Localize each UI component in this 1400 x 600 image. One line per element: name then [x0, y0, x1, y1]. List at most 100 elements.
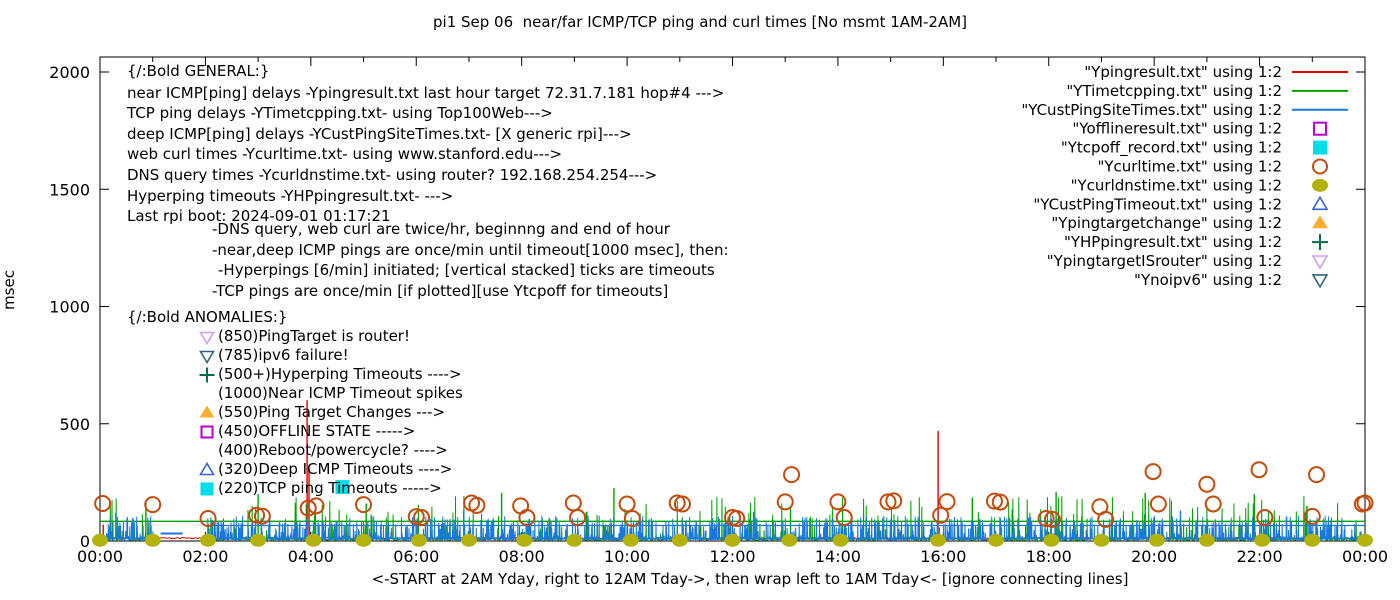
open-square-marker [1313, 121, 1327, 136]
x-tick-label: 04:00 [288, 547, 334, 566]
open-square-marker [200, 425, 214, 439]
open-circle-marker [618, 495, 636, 513]
x-axis-label: <-START at 2AM Yday, right to 12AM Tday-… [371, 570, 1129, 588]
y-tick-label: 1000 [49, 298, 90, 317]
filled-dot-marker [250, 533, 267, 547]
anomaly-label: (1000)Near ICMP Timeout spikes [218, 384, 463, 402]
filled-dot-marker [566, 533, 583, 547]
legend-label: "YTimetcpping.txt" using 1:2 [1066, 82, 1282, 100]
legend-label: "YCustPingSiteTimes.txt" using 1:2 [1021, 101, 1282, 119]
general-line: deep ICMP[ping] delays -YCustPingSiteTim… [127, 124, 632, 143]
general-line: web curl times -Ycurltime.txt- using www… [127, 145, 563, 164]
general-indented-line: -TCP pings are once/min [if plotted][use… [212, 281, 669, 300]
open-circle-marker [835, 509, 853, 527]
filled-dot-marker [1093, 533, 1110, 547]
anomaly-label: (450)OFFLINE STATE -----> [218, 422, 416, 440]
filled-dot-marker [516, 533, 533, 547]
open-circle-marker [991, 493, 1009, 511]
open-triangle-down-marker [199, 350, 215, 365]
general-line: Last rpi boot: 2024-09-01 01:17:21 [127, 207, 391, 226]
x-tick-label: 06:00 [393, 547, 439, 566]
filled-dot-marker [671, 533, 688, 547]
y-tick-label: 1500 [49, 180, 90, 199]
page-title: pi1 Sep 06 near/far ICMP/TCP ping and cu… [433, 13, 967, 31]
filled-dot-marker [622, 533, 639, 547]
open-circle-marker [1312, 158, 1328, 175]
filled-dot-marker [144, 533, 161, 547]
open-triangle-up-marker [199, 461, 215, 476]
open-circle-marker [199, 509, 217, 527]
filled-dot-marker [1043, 533, 1060, 547]
open-circle-marker [248, 506, 266, 524]
filled-dot-marker [460, 533, 477, 547]
general-indented-line: -Hyperpings [6/min] initiated; [vertical… [218, 261, 715, 280]
open-circle-marker [1250, 461, 1268, 479]
open-circle-marker [569, 509, 587, 527]
filled-dot-marker [305, 533, 322, 547]
anomaly-label: (850)PingTarget is router! [218, 327, 410, 345]
filled-triangle-up-marker [199, 405, 215, 418]
legend-label: "Ycurltime.txt" using 1:2 [1097, 158, 1282, 176]
open-circle-marker [144, 496, 162, 514]
filled-dot-marker [1357, 533, 1373, 547]
anomalies-heading: {/:Bold ANOMALIES:} [127, 308, 288, 326]
anomaly-label: (785)ipv6 failure! [218, 346, 349, 364]
open-circle-marker [468, 496, 486, 514]
open-circle-marker [1356, 494, 1374, 512]
y-tick-label: 2000 [49, 63, 90, 82]
general-indented-line: -DNS query, web curl are twice/hr, begin… [212, 220, 670, 238]
filled-dot-marker [200, 533, 217, 547]
y-tick-label: 500 [59, 415, 90, 434]
x-tick-label: 14:00 [815, 547, 861, 566]
general-line: DNS query times -Ycurldnstime.txt- using… [127, 165, 658, 184]
legend-label: "Ycurldnstime.txt" using 1:2 [1071, 176, 1282, 194]
open-circle-marker [829, 493, 847, 511]
filled-dot-marker [930, 533, 947, 547]
open-circle-marker [94, 494, 112, 512]
general-heading: {/:Bold GENERAL:} [127, 62, 270, 80]
open-circle-marker [776, 493, 794, 511]
y-tick-label: 0 [80, 532, 90, 551]
legend-label: "Ypingtargetchange" using 1:2 [1051, 214, 1282, 232]
filled-dot-marker [355, 533, 372, 547]
open-circle-marker [938, 493, 956, 511]
filled-dot-marker [988, 533, 1005, 547]
filled-dot-marker [1148, 533, 1165, 547]
open-circle-marker [783, 466, 801, 484]
legend-label: "Ynoipv6" using 1:2 [1134, 271, 1282, 289]
legend-label: "Ypingresult.txt" using 1:2 [1084, 63, 1282, 81]
general-line: near ICMP[ping] delays -Ypingresult.txt … [127, 83, 725, 102]
filled-dot-marker [1198, 533, 1215, 547]
x-tick-label: 18:00 [1026, 547, 1072, 566]
open-circle-marker [307, 497, 325, 515]
x-tick-label: 22:00 [1237, 547, 1283, 566]
anomaly-label: (220)TCP ping Timeouts -----> [218, 479, 442, 497]
open-circle-marker [1308, 466, 1326, 484]
open-circle-marker [623, 509, 641, 527]
x-tick-label: 20:00 [1131, 547, 1177, 566]
filled-triangle-up-marker [1312, 215, 1328, 229]
open-triangle-down-marker [1311, 255, 1329, 270]
open-circle-marker [1198, 475, 1216, 493]
legend-label: "Ytcpoff_record.txt" using 1:2 [1061, 139, 1282, 158]
open-circle-marker [932, 506, 950, 524]
filled-dot-marker [832, 533, 849, 547]
filled-dot-marker [1254, 533, 1271, 547]
open-circle-marker [1043, 510, 1061, 528]
general-line: TCP ping delays -YTimetcpping.txt- using… [127, 104, 553, 123]
open-circle-marker [879, 493, 897, 511]
anomaly-label: (550)Ping Target Changes ---> [218, 403, 446, 421]
open-circle-marker [518, 509, 536, 527]
filled-square-marker [200, 482, 214, 496]
filled-dot-marker [410, 533, 427, 547]
x-tick-label: 08:00 [499, 547, 545, 566]
filled-square-marker [335, 480, 350, 495]
legend-label: "Yofflineresult.txt" using 1:2 [1072, 120, 1282, 138]
anomaly-label: (500+)Hyperping Timeouts ----> [218, 365, 462, 383]
open-triangle-down-marker [1311, 274, 1329, 289]
open-circle-marker [985, 492, 1003, 510]
filled-dot-marker [92, 533, 108, 547]
filled-dot-marker [724, 533, 741, 547]
open-circle-marker [1256, 509, 1274, 527]
